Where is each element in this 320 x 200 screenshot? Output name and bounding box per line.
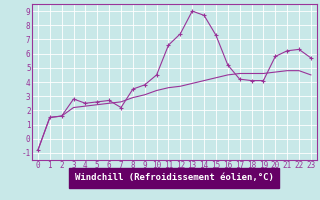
X-axis label: Windchill (Refroidissement éolien,°C): Windchill (Refroidissement éolien,°C) (75, 173, 274, 182)
